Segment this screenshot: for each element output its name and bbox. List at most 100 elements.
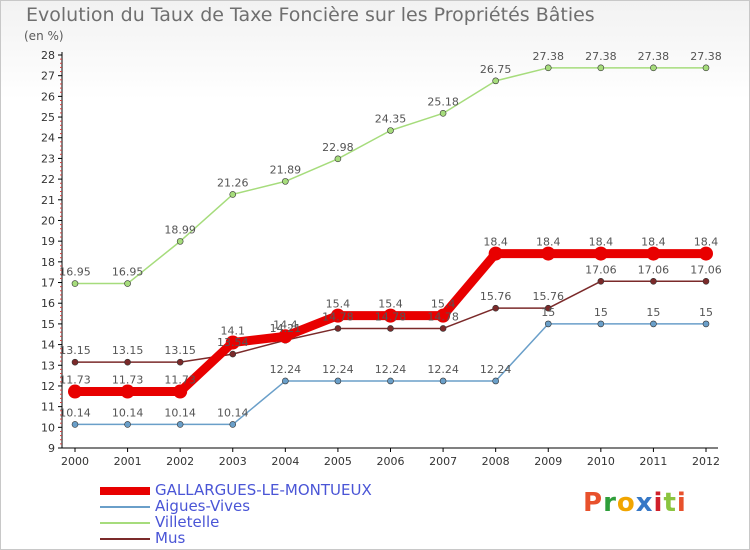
data-label: 15.4 (378, 298, 403, 311)
data-label: 21.26 (217, 176, 249, 189)
legend-label: Villetelle (155, 513, 220, 531)
data-point (330, 308, 345, 323)
data-point (544, 64, 552, 72)
logo-letter: i (676, 488, 687, 518)
data-label: 27.38 (690, 50, 722, 63)
x-tick-label: 2008 (482, 455, 510, 468)
data-point (282, 178, 289, 185)
data-point (229, 191, 237, 198)
data-point (488, 246, 503, 261)
logo-letter: o (616, 488, 636, 518)
data-point (282, 377, 289, 385)
logo-letter: P (583, 488, 604, 518)
data-label: 13.15 (59, 344, 91, 357)
data-point (225, 335, 240, 350)
chart-points (68, 64, 713, 428)
data-point (387, 377, 394, 385)
chart-axes: 9 10 11 12 13 14 15 16 17 18 19 20 21 22 23 24 25 26 27 28 2… (41, 49, 720, 468)
data-point (334, 155, 342, 163)
y-tick-label: 23 (41, 152, 55, 165)
data-point (68, 384, 82, 399)
data-label: 18.4 (589, 236, 614, 249)
data-label: 13.15 (112, 344, 144, 357)
data-label: 13.54 (217, 336, 249, 349)
x-tick-label: 2010 (587, 455, 615, 468)
data-label: 10.14 (217, 406, 249, 419)
data-label: 18.4 (641, 236, 666, 249)
legend-item-gallargues: GALLARGUES-LE-MONTUEUX (100, 481, 420, 499)
data-label: 17.06 (690, 263, 722, 276)
x-tick-label: 2011 (639, 455, 667, 468)
data-point (120, 384, 135, 399)
data-point (702, 277, 710, 285)
y-tick-label: 10 (41, 421, 55, 434)
data-label: 12.24 (322, 363, 354, 376)
data-point (492, 77, 499, 85)
data-label: 10.14 (59, 406, 91, 419)
logo-letter: r (603, 488, 617, 518)
data-label: 15.76 (533, 290, 565, 303)
legend-label: Aigues-Vives (155, 497, 251, 515)
x-tick-label: 2001 (114, 455, 142, 468)
data-label: 11.73 (164, 374, 196, 387)
data-point (597, 277, 605, 285)
data-label: 14.1 (221, 325, 246, 338)
data-point (650, 277, 657, 285)
data-label: 15.76 (480, 290, 512, 303)
data-label: 15.4 (326, 298, 351, 311)
data-label: 15 (646, 306, 660, 319)
data-label: 12.24 (375, 363, 407, 376)
legend-label: GALLARGUES-LE-MONTUEUX (155, 481, 372, 499)
data-label: 17.06 (585, 263, 617, 276)
data-label: 14.78 (375, 310, 407, 323)
data-label: 11.73 (59, 374, 91, 387)
data-point (544, 320, 552, 328)
data-label: 10.14 (112, 406, 144, 419)
logo-letter: x (635, 488, 654, 518)
data-label: 27.38 (638, 50, 670, 63)
data-point (124, 280, 131, 287)
data-label: 24.35 (375, 112, 407, 125)
data-point (229, 421, 237, 428)
data-point (176, 238, 184, 245)
y-tick-label: 20 (41, 214, 55, 227)
y-tick-label: 21 (41, 194, 55, 207)
data-point (593, 246, 608, 261)
legend-item-villetelle: Villetelle (100, 513, 420, 531)
x-tick-label: 2009 (534, 455, 562, 468)
data-point (436, 308, 451, 323)
data-label: 18.4 (694, 236, 719, 249)
y-tick-label: 14 (41, 339, 55, 352)
y-tick-label: 12 (41, 380, 55, 393)
data-label: 15.4 (431, 298, 456, 311)
data-point (646, 246, 661, 261)
y-tick-label: 25 (41, 111, 55, 124)
legend-item-aigues-vives: Aigues-Vives (100, 497, 420, 515)
data-label: 12.24 (270, 363, 302, 376)
y-tick-label: 22 (41, 173, 55, 186)
legend-item-mus: Mus (100, 529, 420, 547)
proxiti-logo: Proxiti (583, 488, 687, 518)
data-point (71, 421, 79, 428)
data-label: 18.4 (483, 236, 508, 249)
data-label: 27.38 (533, 50, 565, 63)
data-point (492, 304, 499, 312)
data-label: 16.95 (59, 266, 91, 279)
data-label: 14.4 (273, 318, 298, 331)
y-tick-label: 27 (41, 70, 55, 83)
data-point (334, 377, 342, 385)
data-label: 14.21 (270, 322, 302, 335)
y-tick-label: 24 (41, 132, 55, 145)
data-point (387, 325, 394, 332)
y-tick-label: 26 (41, 90, 55, 103)
data-point (334, 325, 342, 332)
y-tick-label: 17 (41, 277, 55, 290)
data-label: 13.15 (164, 344, 196, 357)
data-point (71, 280, 79, 287)
data-point (439, 377, 447, 385)
data-label: 18.4 (536, 236, 561, 249)
x-tick-label: 2012 (692, 455, 720, 468)
data-point (650, 64, 657, 72)
data-label: 12.24 (480, 363, 512, 376)
